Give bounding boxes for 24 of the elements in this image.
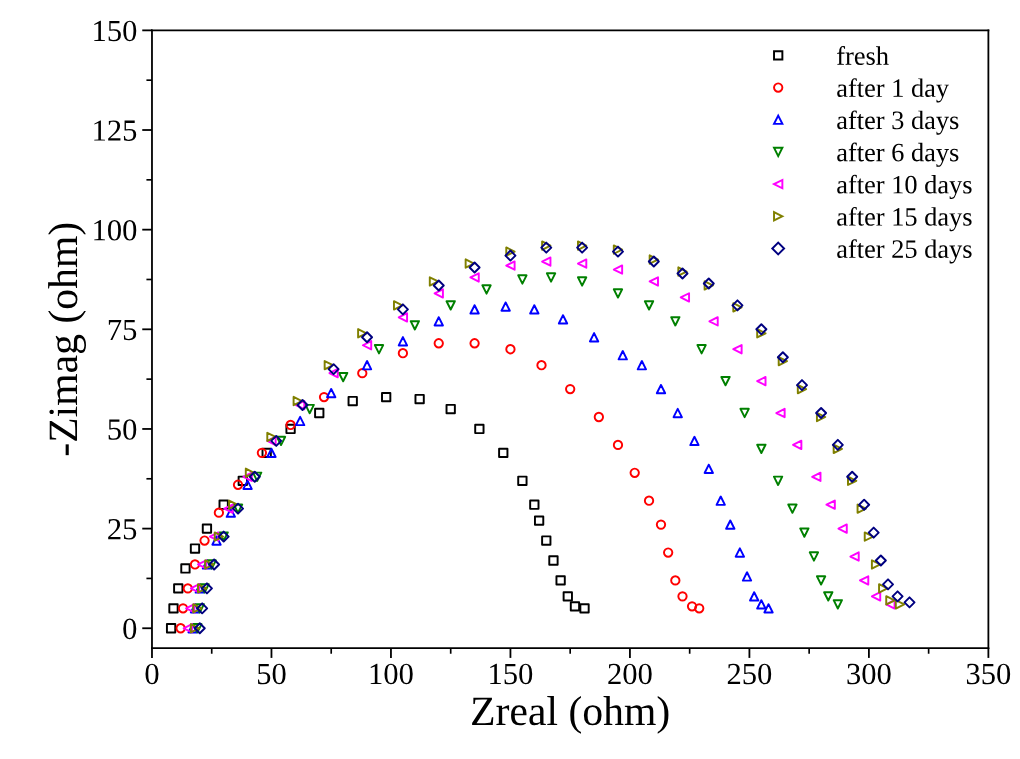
x-tick-label: 250 [727,663,772,685]
y-tick-label: 150 [94,20,137,42]
y-tick-label: 100 [94,219,137,241]
legend-label: after 3 days [837,110,959,135]
y-tick-label: 0 [123,618,137,640]
legend-label: after 15 days [837,206,972,232]
x-axis-title: Zreal (ohm) [472,696,669,734]
x-tick-label: 300 [847,663,891,685]
x-tick-label: 50 [257,663,286,685]
y-tick-label: 50 [108,419,137,440]
legend-label: after 6 days [837,142,959,167]
legend-label: after 1 day [837,78,949,103]
y-axis-title: -Zimag (ohm) [48,223,87,456]
x-tick-label: 200 [608,663,652,685]
legend-label: after 25 days [837,239,972,264]
y-tick-label: 75 [108,319,137,341]
x-tick-label: 0 [145,663,159,685]
y-tick-label: 125 [94,120,137,141]
x-tick-label: 350 [966,663,1011,685]
x-tick-label: 100 [370,663,413,685]
y-tick-label: 25 [108,518,137,540]
legend-label: after 10 days [837,174,972,200]
x-tick-label: 150 [490,663,533,685]
legend-label: fresh [837,46,889,65]
